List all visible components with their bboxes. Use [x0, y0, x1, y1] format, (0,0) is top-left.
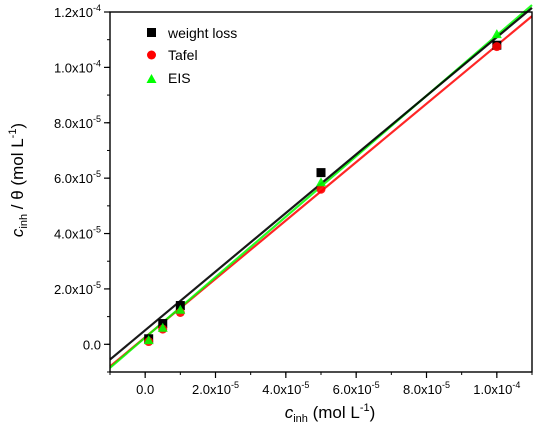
- x-tick-label: 1.0x10-4: [473, 380, 520, 397]
- y-tick-label: 2.0x10-5: [54, 280, 101, 297]
- data-points: [143, 29, 502, 347]
- y-tick-label: 1.2x10-4: [54, 3, 101, 20]
- point-eis: [175, 304, 186, 314]
- point-tafel: [492, 42, 502, 52]
- x-tick-label: 6.0x10-5: [333, 380, 380, 397]
- y-tick-label: 8.0x10-5: [54, 114, 101, 131]
- point-eis: [157, 322, 168, 332]
- legend-label-eis: EIS: [168, 70, 191, 86]
- legend-label-tafel: Tafel: [168, 47, 198, 63]
- legend-marker-tafel: [147, 50, 156, 60]
- y-tick-label: 1.0x10-4: [54, 58, 101, 75]
- y-tick-label: 0.0: [83, 337, 101, 352]
- legend-marker-weight-loss: [147, 28, 156, 37]
- point-eis: [143, 335, 154, 345]
- point-eis: [491, 29, 502, 39]
- y-tick-label: 6.0x10-5: [54, 169, 101, 186]
- legend: weight loss Tafel EIS: [146, 25, 237, 86]
- x-tick-label: 4.0x10-5: [262, 380, 309, 397]
- legend-label-weight-loss: weight loss: [167, 25, 237, 41]
- y-axis-title: cinh / θ (mol L-1): [7, 123, 30, 237]
- axes: [104, 11, 533, 378]
- point-eis: [316, 177, 326, 187]
- x-tick-label: 0.0: [136, 382, 154, 397]
- point-tafel: [316, 184, 326, 194]
- x-tick-label: 2.0x10-5: [192, 380, 239, 397]
- point-weight-loss: [316, 168, 326, 178]
- legend-marker-eis: [146, 74, 157, 83]
- x-axis-title: cinh (mol L-1): [285, 402, 376, 425]
- y-tick-label: 4.0x10-5: [54, 225, 101, 242]
- x-tick-label: 8.0x10-5: [403, 380, 450, 397]
- tick-labels: 0.0 2.0x10-5 4.0x10-5 6.0x10-5 8.0x10-5 1.0x1…: [54, 3, 520, 397]
